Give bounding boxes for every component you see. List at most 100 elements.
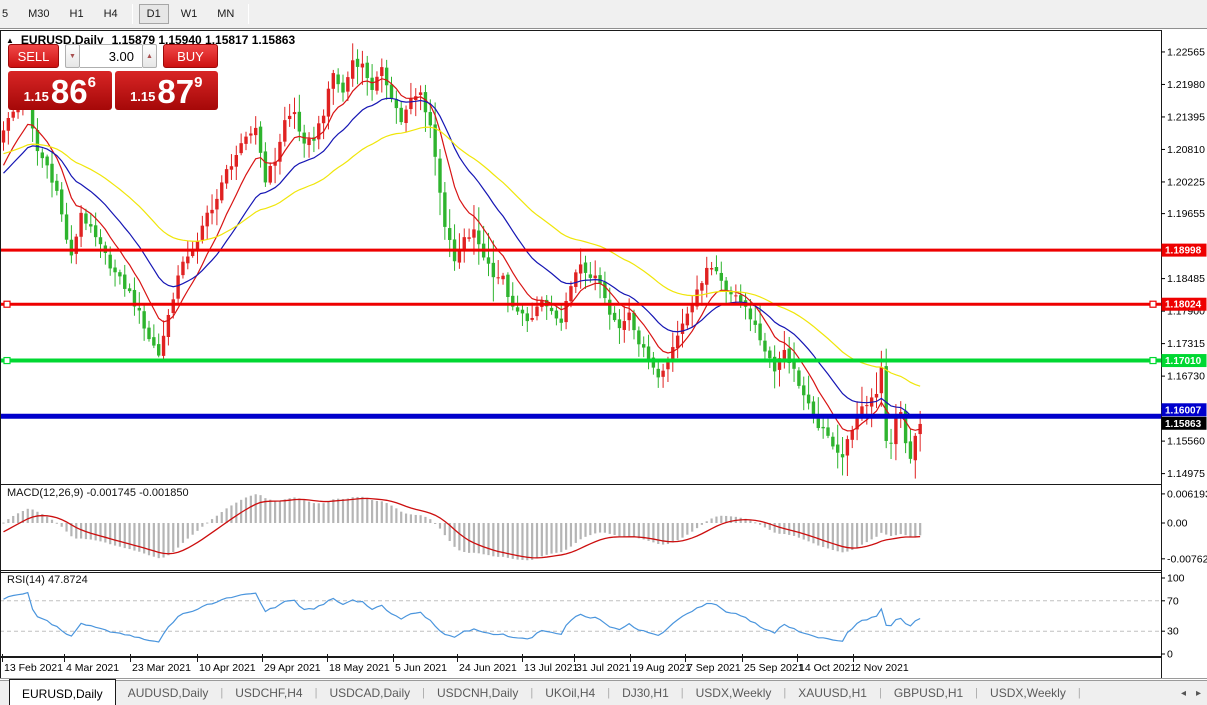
macd-bar xyxy=(662,523,665,545)
price-tick-label: 1.19655 xyxy=(1167,208,1205,220)
candle-body xyxy=(93,225,98,238)
macd-bar xyxy=(618,523,621,537)
price-axis[interactable]: 1.22565 1.21980 1.21395 1.20810 1.20225 1.196… xyxy=(1161,46,1207,661)
tab-separator: | xyxy=(1077,687,1081,699)
macd-bar xyxy=(846,523,849,552)
candle-body xyxy=(535,306,539,317)
candle-body xyxy=(123,274,127,289)
candle-body xyxy=(40,152,44,159)
chart-tab-usdchf-h4[interactable]: USDCHF,H4 xyxy=(235,686,303,700)
candle-body xyxy=(772,356,777,372)
macd-bar xyxy=(400,511,403,523)
candle-body xyxy=(695,289,699,307)
macd-bar xyxy=(482,523,485,555)
timeframe-button-5[interactable]: 5 xyxy=(2,8,9,20)
candle-body xyxy=(351,60,355,79)
candle-body xyxy=(836,444,840,453)
volume-input[interactable] xyxy=(80,44,142,68)
candle-body xyxy=(666,359,670,370)
macd-bar xyxy=(608,523,611,534)
moving-average-48 xyxy=(3,126,921,387)
macd-bar xyxy=(210,519,214,523)
candle-body xyxy=(758,323,762,341)
rsi-level-lines xyxy=(0,600,1161,632)
current-price-label: 1.15863 xyxy=(1165,419,1202,430)
date-label: 13 Jul 2021 xyxy=(524,662,578,674)
candle-body xyxy=(370,77,374,90)
chart-tab-dj30-h1[interactable]: DJ30,H1 xyxy=(622,686,669,700)
macd-bar xyxy=(46,516,49,523)
volume-increase-button[interactable]: ▲ xyxy=(142,44,157,68)
candle-body xyxy=(152,337,156,346)
candle-body xyxy=(171,299,175,314)
chart-tab-eurusd-daily[interactable]: EURUSD,Daily xyxy=(9,679,116,705)
timeframe-button-mn[interactable]: MN xyxy=(217,8,235,20)
macd-bar xyxy=(754,522,757,524)
tabs-scroll-right-icon[interactable]: ▸ xyxy=(1195,688,1201,699)
macd-bar xyxy=(162,523,165,558)
hline-price-badge xyxy=(1161,297,1207,311)
tabs-scroll-left-icon[interactable]: ◂ xyxy=(1180,688,1186,699)
timeframe-button-d1[interactable]: D1 xyxy=(138,4,169,24)
chart-tab-usdcad-daily[interactable]: USDCAD,Daily xyxy=(329,686,411,700)
sell-button[interactable]: SELL xyxy=(8,44,59,68)
hline-price-badge xyxy=(1161,354,1207,368)
chart-tab-xauusd-h1[interactable]: XAUUSD,H1 xyxy=(798,686,867,700)
macd-bar xyxy=(147,523,151,556)
toolbar-separator xyxy=(248,4,250,24)
macd-bar xyxy=(94,523,97,541)
price-tick-label: 1.20225 xyxy=(1167,176,1205,188)
toolbar-separator xyxy=(131,4,133,24)
chart-tab-usdx-weekly[interactable]: USDX,Weekly xyxy=(990,686,1066,700)
candlestick-series xyxy=(1,43,922,479)
rsi-tick-label: 30 xyxy=(1167,626,1179,638)
macd-bar xyxy=(191,523,194,535)
date-label: 13 Feb 2021 xyxy=(4,662,63,674)
candle-body xyxy=(671,347,675,361)
buy-button[interactable]: BUY xyxy=(163,44,218,68)
macd-bar xyxy=(652,523,655,543)
macd-bar xyxy=(715,516,718,523)
chart-tab-usdx-weekly[interactable]: USDX,Weekly xyxy=(695,686,772,700)
macd-bar xyxy=(240,499,243,523)
timeframe-button-h4[interactable]: H4 xyxy=(103,8,118,20)
chart-tab-audusd-daily[interactable]: AUDUSD,Daily xyxy=(127,686,209,700)
hline-handle[interactable] xyxy=(3,356,11,365)
macd-bar xyxy=(434,523,437,524)
candle-body xyxy=(719,272,723,281)
macd-bar xyxy=(312,503,315,523)
hline-price-badge-label: 1.16007 xyxy=(1165,405,1202,416)
candle-body xyxy=(404,109,408,124)
macd-bar xyxy=(632,523,636,537)
macd-bar xyxy=(201,523,204,527)
chart-tab-usdcnh-daily[interactable]: USDCNH,Daily xyxy=(436,686,519,700)
macd-bar xyxy=(113,523,117,546)
candle-body xyxy=(739,295,743,302)
macd-bar xyxy=(390,505,393,523)
chart-tab-gbpusd-h1[interactable]: GBPUSD,H1 xyxy=(893,686,964,700)
ask-price-box[interactable]: 1.15 87 9 xyxy=(114,71,218,110)
timeframe-button-w1[interactable]: W1 xyxy=(180,8,198,20)
candle-body xyxy=(593,275,597,279)
timeframe-button-m30[interactable]: M30 xyxy=(28,8,50,20)
candle-body xyxy=(763,340,767,352)
macd-bar xyxy=(288,498,291,523)
tab-separator: | xyxy=(878,687,882,699)
candle-body xyxy=(612,312,617,321)
macd-bar xyxy=(865,523,868,543)
collapse-panel-icon[interactable]: ▲ xyxy=(6,35,14,45)
timeframe-button-h1[interactable]: H1 xyxy=(69,8,84,20)
candle-body xyxy=(491,262,496,278)
chart-tab-ukoil-h4[interactable]: UKOil,H4 xyxy=(545,686,596,700)
hline-handle[interactable] xyxy=(1149,356,1157,365)
candle-body xyxy=(802,385,806,396)
timeframe-toolbar: 5 M30 H1 H4 D1 W1 MN xyxy=(0,0,1207,29)
hline-handle[interactable] xyxy=(3,300,11,308)
volume-decrease-button[interactable]: ▼ xyxy=(65,44,80,68)
hline-price-badge-label: 1.18998 xyxy=(1165,246,1202,257)
date-axis[interactable]: 13 Feb 2021 4 Mar 2021 23 Mar 2021 10 Apr 2… xyxy=(2,654,909,674)
hline-handle[interactable] xyxy=(1149,300,1157,308)
bid-price-box[interactable]: 1.15 86 6 xyxy=(8,71,112,110)
macd-tick-label: 0.00 xyxy=(1167,518,1188,530)
